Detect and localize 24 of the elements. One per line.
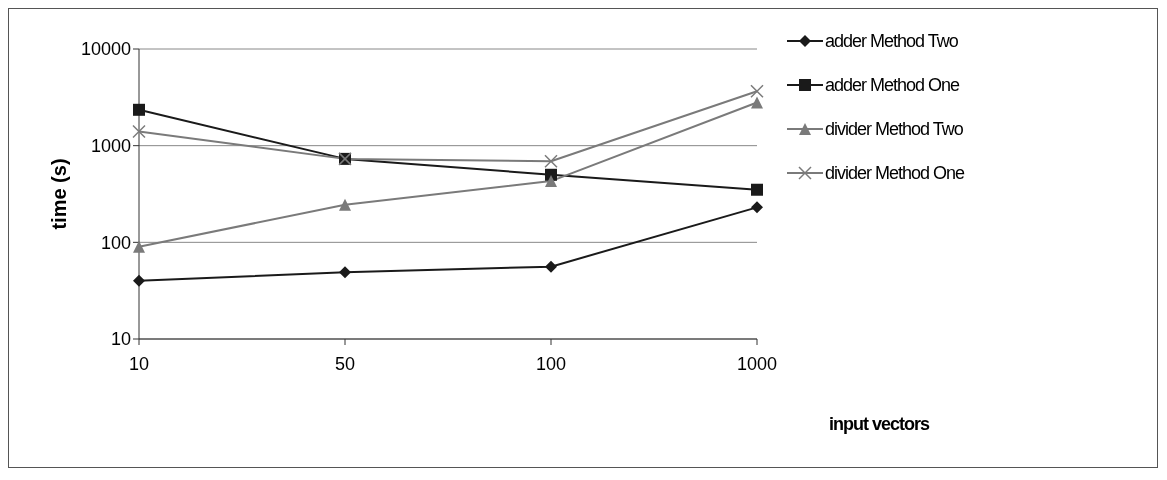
legend-label: adder Method Two <box>825 30 958 52</box>
y-axis-title: time (s) <box>48 158 71 230</box>
point <box>751 183 763 196</box>
x-tick-label: 100 <box>535 353 567 374</box>
point <box>545 175 557 188</box>
legend-label: divider Method Two <box>825 118 963 140</box>
y-tick-label: 100 <box>100 232 131 253</box>
x-tick-label: 1000 <box>736 353 778 374</box>
y-tick-label: 10000 <box>80 39 131 60</box>
point <box>133 240 145 253</box>
point <box>133 274 145 287</box>
legend-label: divider Method One <box>825 162 965 184</box>
x-axis-title: input vectors <box>829 414 930 435</box>
point <box>133 103 145 116</box>
y-tick-label: 10 <box>110 329 131 350</box>
point <box>751 96 763 109</box>
legend-label: adder Method One <box>825 74 960 96</box>
y-tick-label: 1000 <box>90 136 131 157</box>
point <box>339 198 351 211</box>
x-tick-label: 50 <box>334 353 356 374</box>
x-tick-label: 10 <box>128 353 150 374</box>
point <box>751 201 763 214</box>
point <box>545 260 557 273</box>
point <box>339 266 351 279</box>
